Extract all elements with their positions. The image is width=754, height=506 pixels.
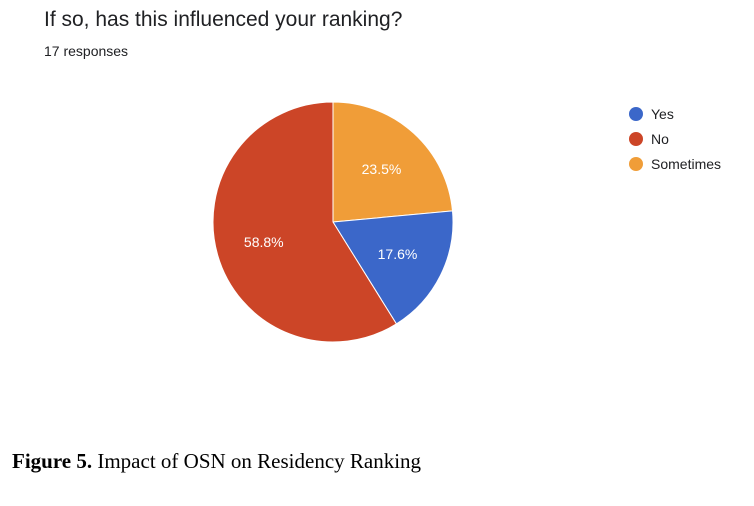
legend-item-yes[interactable]: Yes <box>629 101 721 126</box>
legend-label-yes: Yes <box>651 105 674 122</box>
pie-slice-yes[interactable] <box>332 210 454 325</box>
pie-label-yes: 17.6% <box>378 246 418 262</box>
figure-caption: Figure 5. Impact of OSN on Residency Ran… <box>12 449 421 474</box>
figure-caption-text: Impact of OSN on Residency Ranking <box>92 449 422 473</box>
pie-chart: 23.5% 17.6% 58.8% <box>212 101 454 343</box>
pie-slice-sometimes[interactable] <box>332 101 454 223</box>
legend-swatch-yes <box>629 106 643 121</box>
pie-slice-no[interactable] <box>212 101 398 343</box>
legend-swatch-sometimes <box>629 156 643 171</box>
legend-label-sometimes: Sometimes <box>651 155 722 172</box>
pie-label-sometimes: 23.5% <box>362 161 402 177</box>
legend-label-no: No <box>651 130 669 147</box>
figure-caption-label: Figure 5. <box>12 449 93 473</box>
legend-swatch-no <box>629 131 643 146</box>
legend-item-no[interactable]: No <box>629 126 721 151</box>
response-count: 17 responses <box>44 43 129 59</box>
chart-title: If so, has this influenced your ranking? <box>44 8 403 31</box>
pie-label-no: 58.8% <box>244 234 284 250</box>
legend-item-sometimes[interactable]: Sometimes <box>629 151 721 176</box>
chart-legend: Yes No Sometimes <box>629 101 721 176</box>
